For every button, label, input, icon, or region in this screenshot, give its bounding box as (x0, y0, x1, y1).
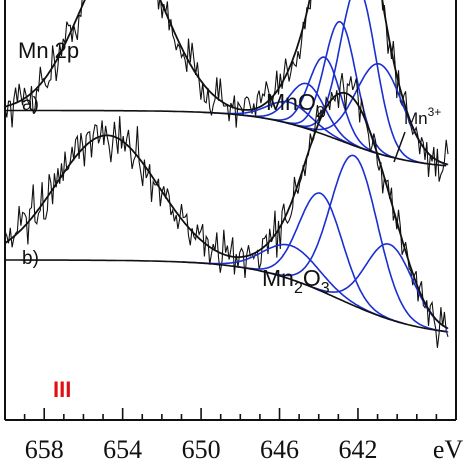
background-line (5, 259, 447, 333)
background-line (5, 109, 447, 167)
mn3-annotation: Mn3+ (404, 105, 441, 128)
x-tick-label: 650 (182, 435, 221, 464)
spectra-layer (4, 0, 449, 348)
panel-a (4, 0, 449, 182)
panel-a-label: a) (22, 94, 39, 115)
fit-component-3 (261, 56, 388, 157)
fit-component-2 (234, 192, 408, 326)
compound-label-mn2o3: Mn2O3 (262, 265, 330, 297)
measured-spectrum (4, 73, 449, 348)
panel-b (4, 73, 449, 348)
envelope-fit (4, 91, 448, 329)
x-tick-label: 646 (260, 435, 299, 464)
fit-component-3 (259, 154, 449, 333)
plot-frame (4, 0, 457, 421)
measured-spectrum (4, 0, 449, 182)
fit-component-2 (236, 82, 378, 155)
x-tick-label: 654 (103, 435, 142, 464)
marker-label: III (53, 377, 71, 402)
fit-component-1 (181, 243, 402, 324)
x-axis-unit-label: eV (433, 435, 464, 464)
mn3-pointer (393, 131, 406, 163)
fit-component-5 (287, 0, 429, 165)
fit-component-4 (277, 20, 404, 161)
envelope-fit (4, 0, 448, 166)
x-tick-label: 642 (338, 435, 377, 464)
x-tick-label: 658 (25, 435, 64, 464)
x-axis-ticks: 658 654 650 646 642 (23, 408, 438, 464)
compound-label-mno2: MnO2 (266, 89, 325, 121)
panel-b-label: b) (22, 248, 39, 269)
chart-title: Mn 2p (18, 38, 79, 63)
